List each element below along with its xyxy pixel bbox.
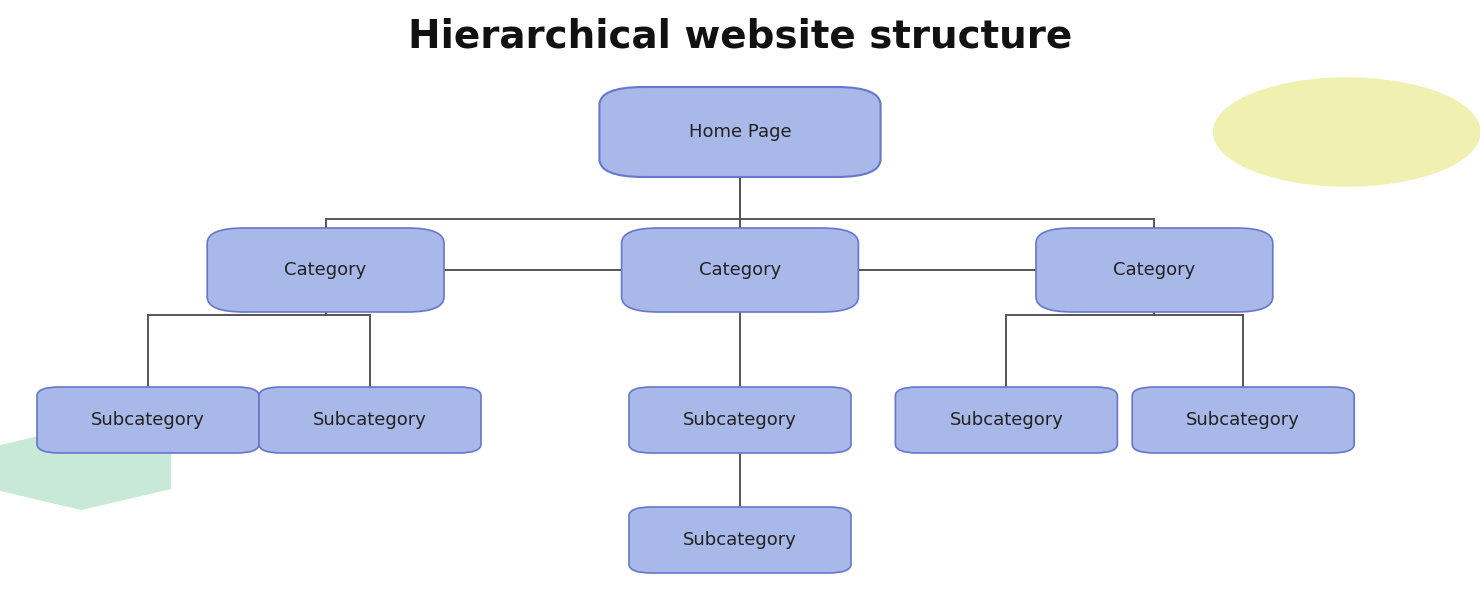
FancyBboxPatch shape xyxy=(629,507,851,573)
Text: Category: Category xyxy=(699,261,781,279)
Text: Subcategory: Subcategory xyxy=(314,411,426,429)
FancyBboxPatch shape xyxy=(1036,228,1273,312)
FancyBboxPatch shape xyxy=(1132,387,1354,453)
Polygon shape xyxy=(0,426,172,510)
Text: Subcategory: Subcategory xyxy=(684,411,796,429)
Text: Category: Category xyxy=(1113,261,1196,279)
Circle shape xyxy=(1214,78,1480,186)
Text: Subcategory: Subcategory xyxy=(684,531,796,549)
Text: Subcategory: Subcategory xyxy=(950,411,1063,429)
Text: Home Page: Home Page xyxy=(688,123,792,141)
FancyBboxPatch shape xyxy=(37,387,259,453)
FancyBboxPatch shape xyxy=(599,87,881,177)
Text: Subcategory: Subcategory xyxy=(92,411,204,429)
FancyBboxPatch shape xyxy=(622,228,858,312)
Text: Hierarchical website structure: Hierarchical website structure xyxy=(408,18,1072,56)
FancyBboxPatch shape xyxy=(629,387,851,453)
Text: Subcategory: Subcategory xyxy=(1187,411,1299,429)
FancyBboxPatch shape xyxy=(207,228,444,312)
Text: Category: Category xyxy=(284,261,367,279)
FancyBboxPatch shape xyxy=(895,387,1117,453)
FancyBboxPatch shape xyxy=(259,387,481,453)
